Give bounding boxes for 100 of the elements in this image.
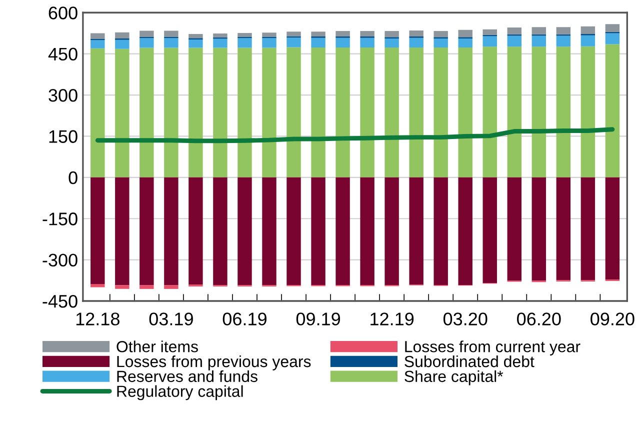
legend-label: Reserves and funds xyxy=(117,370,258,382)
bar xyxy=(458,38,472,48)
bar xyxy=(140,30,154,37)
bar xyxy=(458,177,472,286)
bar xyxy=(213,34,228,38)
bar xyxy=(409,48,424,178)
bar xyxy=(482,46,497,178)
bar xyxy=(213,38,228,48)
bar xyxy=(115,177,130,286)
bar xyxy=(238,32,252,37)
bar xyxy=(434,48,448,178)
bar xyxy=(556,46,571,178)
bar xyxy=(336,177,350,286)
y-tick-label: -150 xyxy=(42,212,78,226)
bar xyxy=(90,33,105,39)
bar xyxy=(90,40,105,48)
bar xyxy=(605,44,620,178)
bar xyxy=(286,47,301,178)
bar xyxy=(384,31,399,38)
bar xyxy=(384,48,399,178)
bar xyxy=(434,177,448,286)
bar xyxy=(115,285,130,289)
y-tick-label: 150 xyxy=(49,130,78,143)
bar xyxy=(507,27,522,34)
x-tick-label: 06.20 xyxy=(517,312,561,326)
y-tick-label: 600 xyxy=(48,6,78,20)
bar xyxy=(580,177,596,280)
bar xyxy=(482,177,497,284)
bar xyxy=(140,48,154,178)
bar xyxy=(409,177,424,285)
bar xyxy=(507,46,522,178)
legend-label: Subordinated debt xyxy=(404,355,534,368)
bar xyxy=(115,40,130,49)
bar xyxy=(311,177,326,286)
bar xyxy=(213,177,228,286)
bar xyxy=(580,26,596,34)
bar xyxy=(507,177,522,281)
bar xyxy=(605,33,620,44)
bar xyxy=(384,38,399,48)
bar xyxy=(605,24,620,32)
bar xyxy=(458,30,472,38)
bar xyxy=(311,48,326,178)
bar xyxy=(336,48,350,178)
bar xyxy=(164,48,178,178)
legend-label: Losses from previous years xyxy=(117,355,311,370)
bar xyxy=(262,38,276,48)
x-tick-label: 09.20 xyxy=(590,312,634,326)
legend-label: Regulatory capital xyxy=(117,385,243,400)
bar xyxy=(409,38,424,48)
bar xyxy=(532,36,546,47)
bar xyxy=(188,177,203,285)
bar xyxy=(360,177,374,286)
bar xyxy=(360,38,374,48)
bar xyxy=(507,36,522,47)
bar xyxy=(140,285,154,289)
y-tick-label: 450 xyxy=(48,48,78,61)
bar xyxy=(311,32,326,37)
bar xyxy=(115,48,130,178)
y-tick-label: -450 xyxy=(42,294,78,308)
bar xyxy=(90,48,105,178)
bar xyxy=(238,177,252,286)
line-series xyxy=(95,127,615,144)
x-tick-label: 12.19 xyxy=(370,312,414,326)
bar xyxy=(188,34,203,38)
bar xyxy=(90,284,105,288)
bar xyxy=(262,48,276,178)
x-tick-label: 09.19 xyxy=(296,312,340,326)
bar xyxy=(286,177,301,286)
x-tick-label: 06.19 xyxy=(222,312,266,326)
bar xyxy=(188,40,203,48)
x-tick-label: 03.19 xyxy=(149,312,193,326)
bar xyxy=(360,31,374,37)
bar xyxy=(434,31,448,38)
bar xyxy=(90,177,105,284)
y-tick-label: 300 xyxy=(48,88,78,102)
x-tick-label: 12.18 xyxy=(76,312,120,326)
bar xyxy=(556,177,571,280)
bar xyxy=(164,177,178,286)
bar xyxy=(605,177,620,280)
bar xyxy=(286,32,301,36)
bar xyxy=(238,48,252,178)
bar xyxy=(164,38,178,48)
bar xyxy=(360,48,374,178)
y-tick-label: 0 xyxy=(68,171,78,184)
bar xyxy=(262,177,276,286)
bar xyxy=(532,46,546,178)
bar xyxy=(140,38,154,48)
bar xyxy=(482,29,497,35)
bar xyxy=(213,48,228,178)
legend-label: Other items xyxy=(116,340,198,352)
x-tick-label: 03.20 xyxy=(443,312,488,326)
bar xyxy=(409,30,424,37)
bar xyxy=(434,38,448,48)
bar xyxy=(532,177,546,281)
bar xyxy=(115,32,130,38)
bar xyxy=(580,46,596,178)
bar xyxy=(140,177,154,286)
bar xyxy=(336,38,350,48)
bar xyxy=(188,48,203,178)
bar xyxy=(458,48,472,178)
